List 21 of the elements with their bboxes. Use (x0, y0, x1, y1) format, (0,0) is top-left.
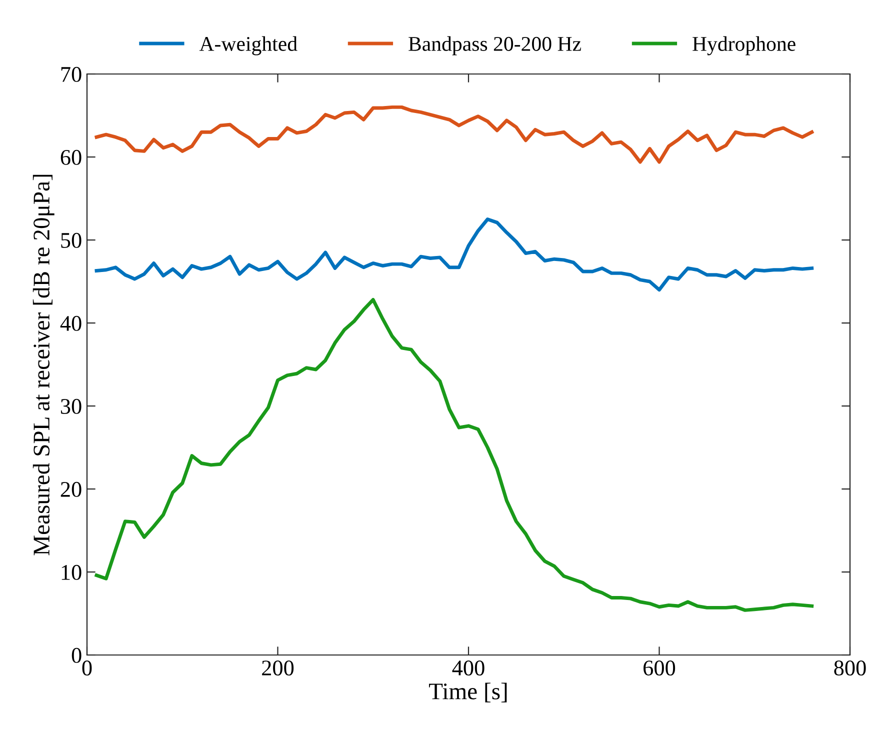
y-tick-label: 40 (60, 316, 82, 331)
y-tick-label: 60 (60, 150, 82, 165)
line-series (94, 105, 814, 164)
line-series (94, 218, 814, 292)
y-tick-label: 50 (61, 232, 82, 248)
legend-label: Hydrophone (692, 36, 796, 56)
y-tick-label: 10 (62, 564, 82, 580)
x-axis-title: Time [s] (429, 682, 507, 702)
y-tick-label: 70 (61, 66, 82, 82)
x-tick-label: 0 (82, 660, 92, 676)
y-axis-title: Measured SPL at receiver [dB re 20μPa] (32, 174, 54, 556)
x-tick-label: 600 (644, 660, 676, 676)
x-tick-label: 400 (452, 660, 484, 676)
x-tick-label: 800 (834, 660, 866, 676)
y-tick-label: 0 (72, 648, 82, 663)
legend-label: Bandpass 20-200 Hz (408, 36, 581, 56)
x-tick-label: 200 (262, 660, 294, 676)
line-series (94, 298, 814, 612)
legend-label: A-weighted (199, 36, 298, 56)
y-tick-label: 30 (60, 398, 82, 414)
y-tick-label: 20 (60, 482, 82, 497)
